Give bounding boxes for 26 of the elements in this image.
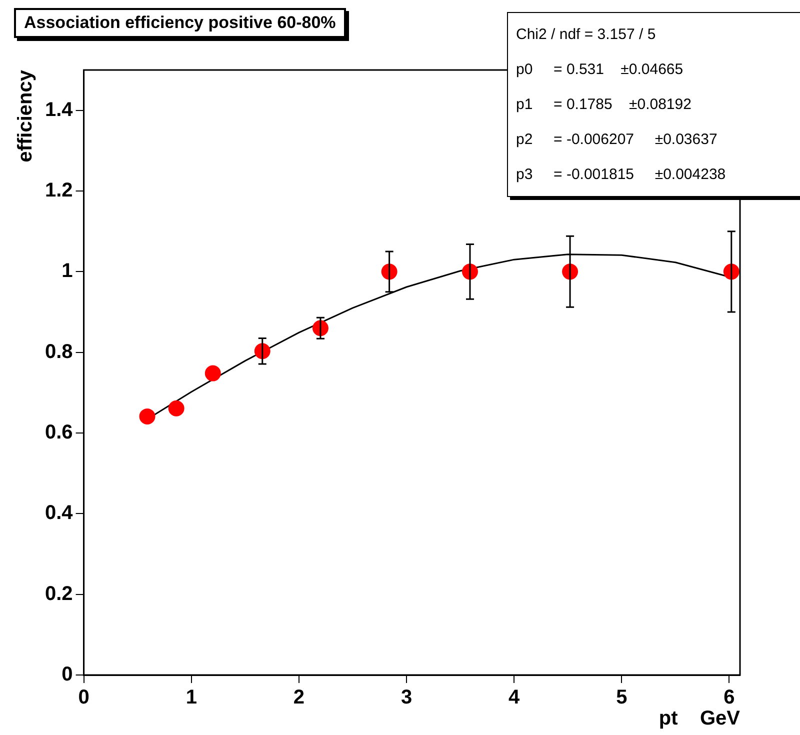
annotation: p1 = 0.1785 ±0.08192 (516, 95, 692, 115)
y-tick-label: 0.4 (44, 502, 74, 524)
y-axis-title: efficiency (14, 69, 37, 162)
annotation: p3 = -0.001815 ±0.004238 (516, 165, 727, 185)
x-tick-label: 3 (400, 686, 412, 709)
y-tick-label: 0.2 (44, 582, 73, 605)
y-tick-label: 1.2 (44, 180, 73, 202)
y-tick-label: 0.6 (44, 422, 73, 444)
x-tick-label: 1 (186, 686, 197, 709)
y-tick-label: 1.4 (44, 98, 74, 121)
annotation: p2 = -0.006207 ±0.03637 (516, 130, 718, 150)
x-tick-label: 2 (293, 686, 305, 709)
x-tick-label: 6 (724, 686, 735, 709)
y-tick-label: 0.8 (44, 340, 73, 363)
point (168, 400, 184, 416)
point (204, 365, 221, 382)
chart-title: Association efficiency positive 60-80% (14, 8, 346, 38)
y-tick-label: 0 (62, 664, 73, 686)
y-tick-label: 1 (62, 260, 73, 282)
x-tick-label: 4 (508, 686, 521, 709)
x-axis-title: pt GeV (658, 708, 741, 730)
annotation: p0 = 0.531 ±0.04665 (516, 60, 684, 80)
text: Chi2 / ndf = 3.157 / 5 (516, 26, 656, 43)
x-tick-label: 0 (78, 686, 90, 709)
point (139, 408, 156, 424)
x-tick-label: 5 (616, 686, 628, 709)
